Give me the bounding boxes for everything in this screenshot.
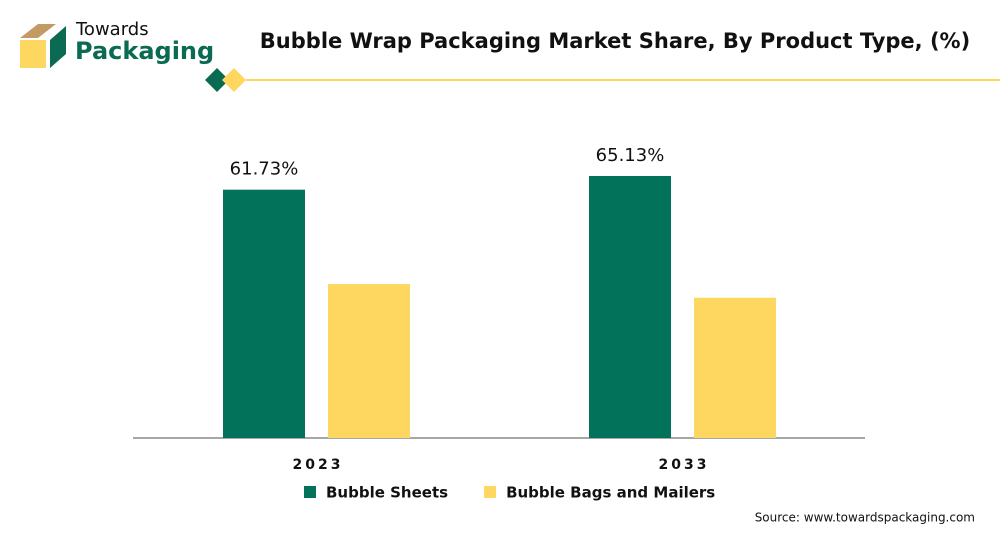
bar (328, 284, 410, 438)
value-label: 61.73% (230, 159, 299, 180)
legend-label: Bubble Sheets (326, 484, 448, 502)
x-tick-label: 2033 (659, 457, 710, 473)
chart-title: Bubble Wrap Packaging Market Share, By P… (260, 29, 970, 53)
bar (694, 297, 776, 438)
value-label: 65.13% (596, 145, 665, 166)
bar (589, 176, 671, 438)
logo-box-side (50, 26, 66, 68)
title-icon (205, 68, 229, 92)
source: Source: www.towardspackaging.com (755, 511, 975, 525)
legend-label: Bubble Bags and Mailers (506, 484, 715, 502)
logo-box-top (20, 24, 56, 38)
bar (223, 189, 305, 438)
legend-swatch (304, 486, 316, 498)
legend-swatch (484, 486, 497, 498)
title-icon (222, 68, 246, 92)
logo: Towards Packaging (20, 19, 214, 68)
logo-line2: Packaging (75, 37, 214, 65)
logo-line1: Towards (75, 19, 149, 40)
logo-box-front (20, 40, 46, 68)
x-tick-label: 2023 (293, 457, 344, 473)
